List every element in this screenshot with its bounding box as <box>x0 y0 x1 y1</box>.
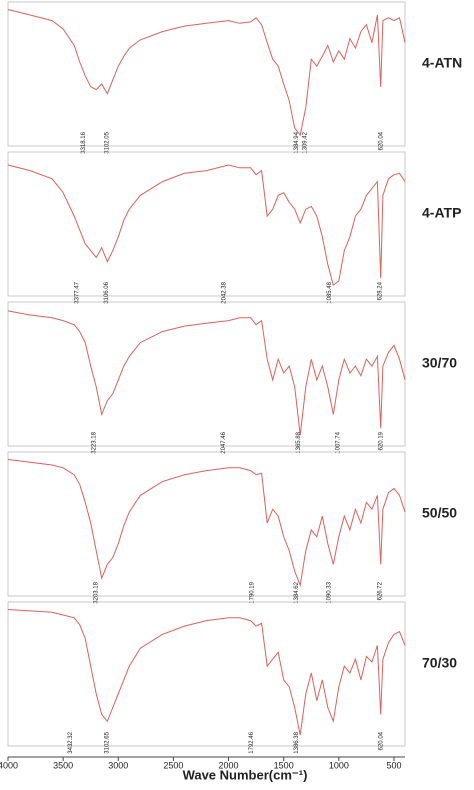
panel-frame <box>7 1 406 147</box>
peak-label: 1384.94 <box>294 131 300 153</box>
peak-label: 1790.19 <box>249 581 255 603</box>
panel-frame <box>7 601 406 747</box>
x-tick-label: 500 <box>386 760 401 770</box>
x-tick-label: 4000 <box>0 760 18 770</box>
spectrum-line <box>7 609 406 736</box>
spectrum-line <box>7 310 406 436</box>
x-tick-label: 1500 <box>274 760 294 770</box>
series-label: 70/30 <box>422 655 457 671</box>
x-tick-label: 3000 <box>108 760 128 770</box>
peak-label: 628.24 <box>377 281 383 300</box>
peak-label: 1085.48 <box>327 281 333 303</box>
peak-label: 3377.47 <box>74 281 80 303</box>
peak-label: 1007.74 <box>336 431 342 453</box>
peak-label: 3102.65 <box>105 731 111 753</box>
x-tick-label: 2500 <box>163 760 183 770</box>
x-tick-label: 3500 <box>53 760 73 770</box>
spectrum-line <box>7 164 406 286</box>
spectrum-line <box>7 9 406 137</box>
peak-label: 3106.06 <box>104 281 110 303</box>
series-label: 4-ATP <box>422 205 461 221</box>
peak-label: 1386.38 <box>294 731 300 753</box>
peak-label: 3203.18 <box>93 581 99 603</box>
x-axis-title: Wave Number(cm⁻¹) <box>183 767 308 782</box>
peak-label: 2047.46 <box>221 431 227 453</box>
peak-label: 3102.05 <box>105 131 111 153</box>
peak-label: 620.04 <box>378 731 384 750</box>
peak-label: 626.72 <box>378 581 384 600</box>
peak-label: 3318.16 <box>81 131 87 153</box>
peak-label: 3223.18 <box>91 431 97 453</box>
peak-label: 3432.32 <box>68 731 74 753</box>
peak-label: 620.04 <box>378 131 384 150</box>
peak-label: 1365.88 <box>296 431 302 453</box>
peak-label: 2042.38 <box>222 281 228 303</box>
series-label: 50/50 <box>422 505 457 521</box>
peak-label: 1384.62 <box>294 581 300 603</box>
peak-label: 620.19 <box>378 431 384 450</box>
series-label: 30/70 <box>422 355 457 371</box>
peak-label: 1792.46 <box>249 731 255 753</box>
series-label: 4-ATN <box>422 55 462 71</box>
panel-frame <box>7 301 406 447</box>
peak-label: 1090.33 <box>326 581 332 603</box>
panel-frame <box>7 451 406 597</box>
spectrum-line <box>7 459 406 587</box>
panel-frame <box>7 151 406 297</box>
x-tick-label: 1000 <box>329 760 349 770</box>
x-tick-label: 2000 <box>219 760 239 770</box>
peak-label: 1309.42 <box>302 131 308 153</box>
